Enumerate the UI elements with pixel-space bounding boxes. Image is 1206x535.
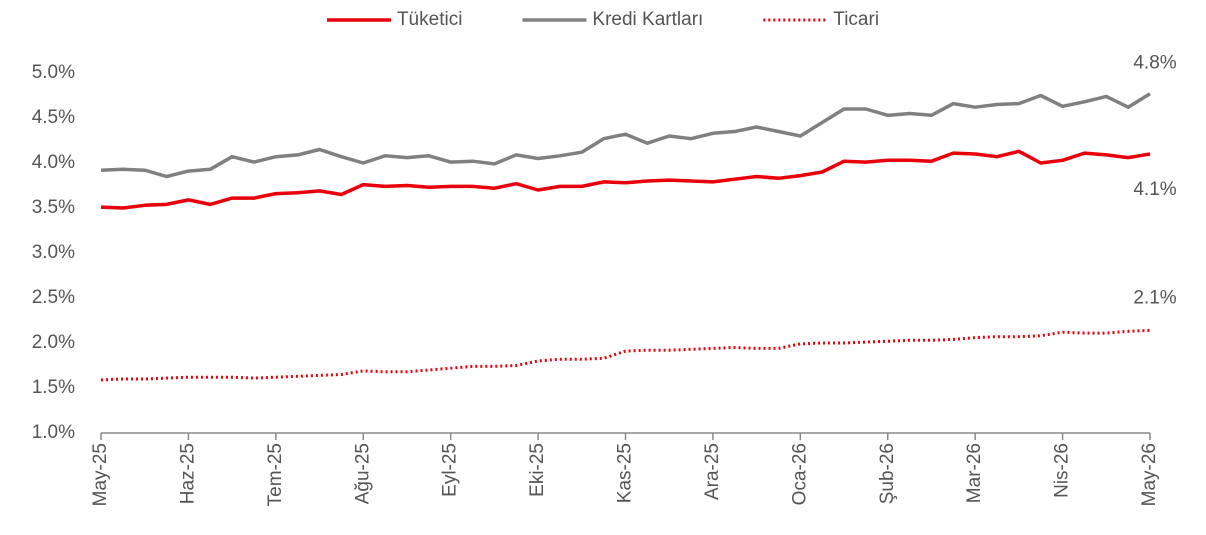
x-tick-label: Kas-25 <box>615 443 636 503</box>
series-line <box>100 328 1151 382</box>
x-tick-label: Şub-26 <box>877 443 898 504</box>
x-tick-label: May-26 <box>1139 443 1160 506</box>
data-label: 2.1% <box>1133 287 1176 308</box>
x-tick-label: Tem-25 <box>265 443 286 506</box>
series-line <box>100 149 1151 210</box>
x-tick-label: Haz-25 <box>177 443 198 504</box>
x-tick-label: Eki-25 <box>527 443 548 497</box>
legend-label: Kredi Kartları <box>592 9 703 30</box>
x-tick-label: Eyl-25 <box>440 443 461 497</box>
y-tick-label: 3.0% <box>32 242 75 263</box>
x-tick-label: Ara-25 <box>702 443 723 500</box>
x-tick-label: Nis-26 <box>1052 443 1073 498</box>
y-tick-label: 4.5% <box>32 107 75 128</box>
x-tick-label: May-25 <box>90 443 111 506</box>
data-label: 4.1% <box>1133 179 1176 200</box>
data-label: 4.8% <box>1133 53 1176 74</box>
y-tick-label: 1.0% <box>32 422 75 443</box>
series-line <box>100 92 1151 179</box>
x-tick-label: Mar-26 <box>964 443 985 503</box>
y-tick-label: 2.0% <box>32 332 75 353</box>
y-tick-label: 1.5% <box>32 377 75 398</box>
legend-label: Ticari <box>833 9 879 30</box>
x-tick-label: Ağu-25 <box>352 443 373 504</box>
y-tick-label: 5.0% <box>32 62 75 83</box>
legend-label: Tüketici <box>397 9 462 30</box>
y-tick-label: 2.5% <box>32 287 75 308</box>
y-tick-label: 4.0% <box>32 152 75 173</box>
y-tick-label: 3.5% <box>32 197 75 218</box>
x-tick-label: Oca-26 <box>789 443 810 505</box>
